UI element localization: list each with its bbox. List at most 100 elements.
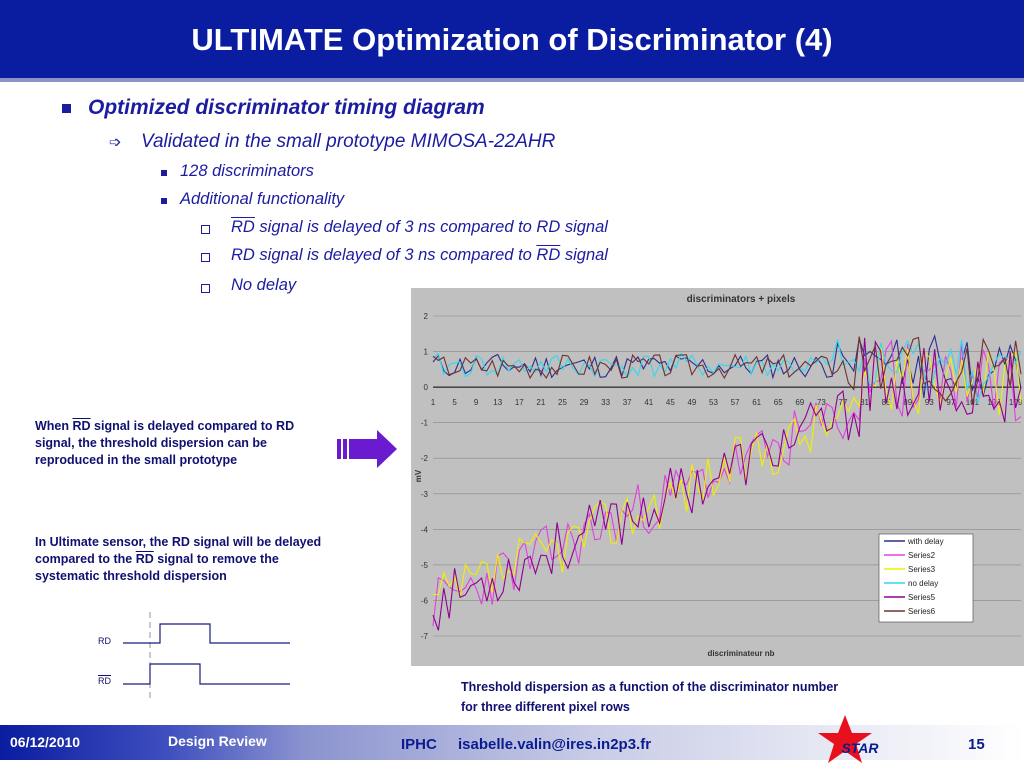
hollow-square-icon [201,284,210,293]
series-line [432,334,1022,399]
chart-legend [878,533,974,623]
x-tick-label: 81 [860,398,869,407]
legend-label: Series5 [908,593,936,602]
footer-section: Design Review [168,733,267,749]
x-tick-label: 1 [431,398,436,407]
bullet-arrow-icon: ➩ [109,134,122,151]
x-tick-label: 41 [644,398,653,407]
x-tick-label: 25 [558,398,567,407]
note-delay-explanation: When RD signal is delayed compared to RD… [35,418,294,469]
y-tick-label: -3 [421,490,429,499]
hollow-square-icon [201,225,210,234]
bullet-small-square-icon [161,198,167,204]
x-tick-label: 73 [817,398,826,407]
legend-label: Series3 [908,565,936,574]
y-tick-label: 0 [424,383,429,392]
x-tick-label: 45 [666,398,675,407]
bullet-level3-discriminators: 128 discriminators [180,162,314,180]
note-text: In Ultimate sensor, the RD signal will b… [35,535,322,549]
legend-label: Series2 [908,551,936,560]
rd-waveform [123,623,290,644]
bullet-level4-rd-delayed: RD signal is delayed of 3 ns compared to… [231,246,608,265]
x-tick-label: 93 [925,398,934,407]
chart-ylabel: mV [414,469,423,482]
legend-label: with delay [907,537,944,546]
bullet-level3-functionality: Additional functionality [180,190,345,208]
rd-bar-label: RD [536,246,561,264]
footer-right [305,725,1024,760]
y-tick-label: -6 [421,596,429,605]
x-tick-label: 97 [946,398,955,407]
note-text: signal to remove the [153,552,279,566]
bullet-text-end: signal [560,246,608,264]
x-tick-label: 33 [601,398,610,407]
title-bar: ULTIMATE Optimization of Discriminator (… [0,0,1024,82]
x-tick-label: 69 [795,398,804,407]
y-tick-label: -5 [421,561,429,570]
footer-email: isabelle.valin@ires.in2p3.fr [458,736,652,753]
y-tick-label: -1 [421,419,429,428]
x-tick-label: 37 [623,398,632,407]
slide-title: ULTIMATE Optimization of Discriminator (… [191,22,833,57]
rdbar-waveform [123,663,290,685]
x-tick-label: 89 [903,398,912,407]
bullet-text: RD signal is delayed of 3 ns compared to [231,246,537,264]
footer-bar: 06/12/2010 Design Review IPHC isabelle.v… [0,715,1024,768]
hollow-square-icon [201,253,210,262]
caption-line2: for three different pixel rows [461,700,630,714]
x-tick-label: 49 [687,398,696,407]
bullet-level2: Validated in the small prototype MIMOSA-… [141,131,556,152]
rd-bar-label: RD [72,419,91,433]
bullet-text: signal is delayed of 3 ns compared to RD… [254,218,608,236]
y-tick-label: -7 [421,632,429,641]
x-tick-label: 13 [493,398,502,407]
y-tick-label: 2 [424,312,429,321]
x-tick-label: 109 [1009,398,1023,407]
x-tick-label: 5 [452,398,457,407]
x-tick-label: 105 [987,398,1001,407]
chart-xlabel: discriminateur nb [707,649,774,658]
x-tick-label: 9 [474,398,479,407]
note-text: reproduced in the small prototype [35,453,238,467]
note-text: systematic threshold dispersion [35,569,227,583]
chart-panel: discriminators + pixels discriminateur n… [411,288,1024,666]
footer-org: IPHC [401,736,437,753]
x-tick-label: 57 [731,398,740,407]
series-line [432,336,1022,405]
series-line [432,343,1022,599]
chart-caption: Threshold dispersion as a function of th… [461,677,838,717]
footer-page-number: 15 [968,736,985,753]
bullet-level4-rdbar-delayed: RD signal is delayed of 3 ns compared to… [231,218,608,237]
y-tick-label: -2 [421,454,429,463]
star-logo-icon: STAR [818,715,879,763]
y-tick-label: 1 [424,348,429,357]
note-ultimate-sensor: In Ultimate sensor, the RD signal will b… [35,534,321,585]
bullet-small-square-icon [161,170,167,176]
x-tick-label: 17 [515,398,524,407]
rd-bar-label: RD [98,676,111,686]
bullet-level4-no-delay: No delay [231,276,297,294]
y-tick-label: -4 [421,525,429,534]
legend-label: Series6 [908,607,936,616]
timing-label-rdbar: RD [98,673,111,690]
note-text: compared to the [35,552,136,566]
bullet-level1: Optimized discriminator timing diagram [88,96,485,119]
footer-left [0,725,305,760]
note-text: When [35,419,73,433]
series-line [432,337,1022,631]
x-tick-label: 29 [580,398,589,407]
note-text: signal, the threshold dispersion can be [35,436,267,450]
threshold-dispersion-chart: discriminators + pixels discriminateur n… [414,294,1023,658]
caption-line1: Threshold dispersion as a function of th… [461,680,839,694]
timing-diagram [123,612,290,698]
x-tick-label: 21 [536,398,545,407]
footer-date: 06/12/2010 [10,734,81,750]
chart-title: discriminators + pixels [687,294,796,305]
rd-bar-label: RD [135,552,154,566]
x-tick-label: 53 [709,398,718,407]
right-arrow-icon [337,430,397,468]
rd-bar-label: RD [231,218,255,236]
star-logo-text: STAR [841,740,879,756]
x-tick-label: 65 [774,398,783,407]
legend-label: no delay [908,579,938,588]
